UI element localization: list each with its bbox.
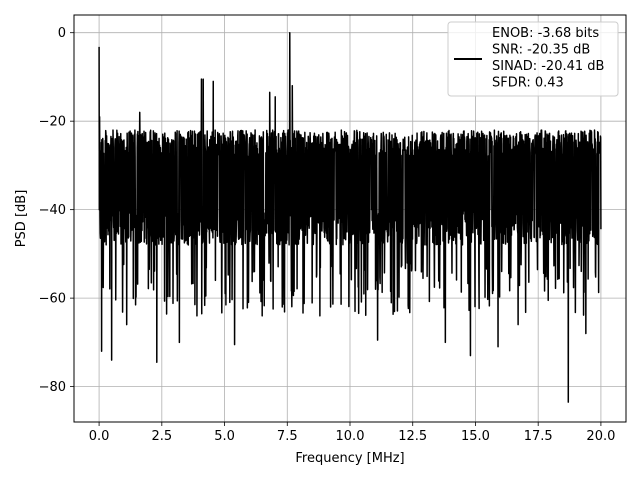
y-axis-label: PSD [dB] (14, 190, 29, 248)
x-tick-label: 17.5 (524, 429, 553, 444)
y-tick-label: −80 (39, 380, 66, 395)
y-tick-label: −60 (39, 292, 66, 307)
x-tick-label: 10.0 (336, 429, 365, 444)
x-tick-label: 12.5 (398, 429, 427, 444)
y-tick-label: −20 (39, 115, 66, 130)
x-tick-label: 0.0 (89, 429, 110, 444)
plot-area (98, 31, 602, 403)
x-tick-label: 15.0 (461, 429, 490, 444)
y-tick-label: 0 (58, 26, 66, 41)
x-tick-label: 2.5 (151, 429, 172, 444)
legend: ENOB: -3.68 bits SNR: -20.35 dB SINAD: -… (447, 21, 619, 97)
legend-entry-sfdr: SFDR: 0.43 (492, 76, 564, 91)
x-tick-label: 5.0 (214, 429, 235, 444)
x-axis-ticks: 0.0 2.5 5.0 7.5 10.0 12.5 15.0 17.5 20.0 (89, 422, 615, 444)
x-tick-label: 20.0 (586, 429, 615, 444)
legend-entry-sinad: SINAD: -20.41 dB (492, 59, 604, 74)
legend-box (447, 21, 619, 97)
x-axis-label: Frequency [MHz] (295, 451, 404, 466)
x-tick-label: 7.5 (277, 429, 298, 444)
y-tick-label: −40 (39, 203, 66, 218)
psd-trace (98, 31, 602, 403)
legend-entry-enob: ENOB: -3.68 bits (492, 26, 599, 41)
y-axis-ticks: 0 −20 −40 −60 −80 (39, 26, 74, 395)
legend-entry-snr: SNR: -20.35 dB (492, 43, 590, 58)
